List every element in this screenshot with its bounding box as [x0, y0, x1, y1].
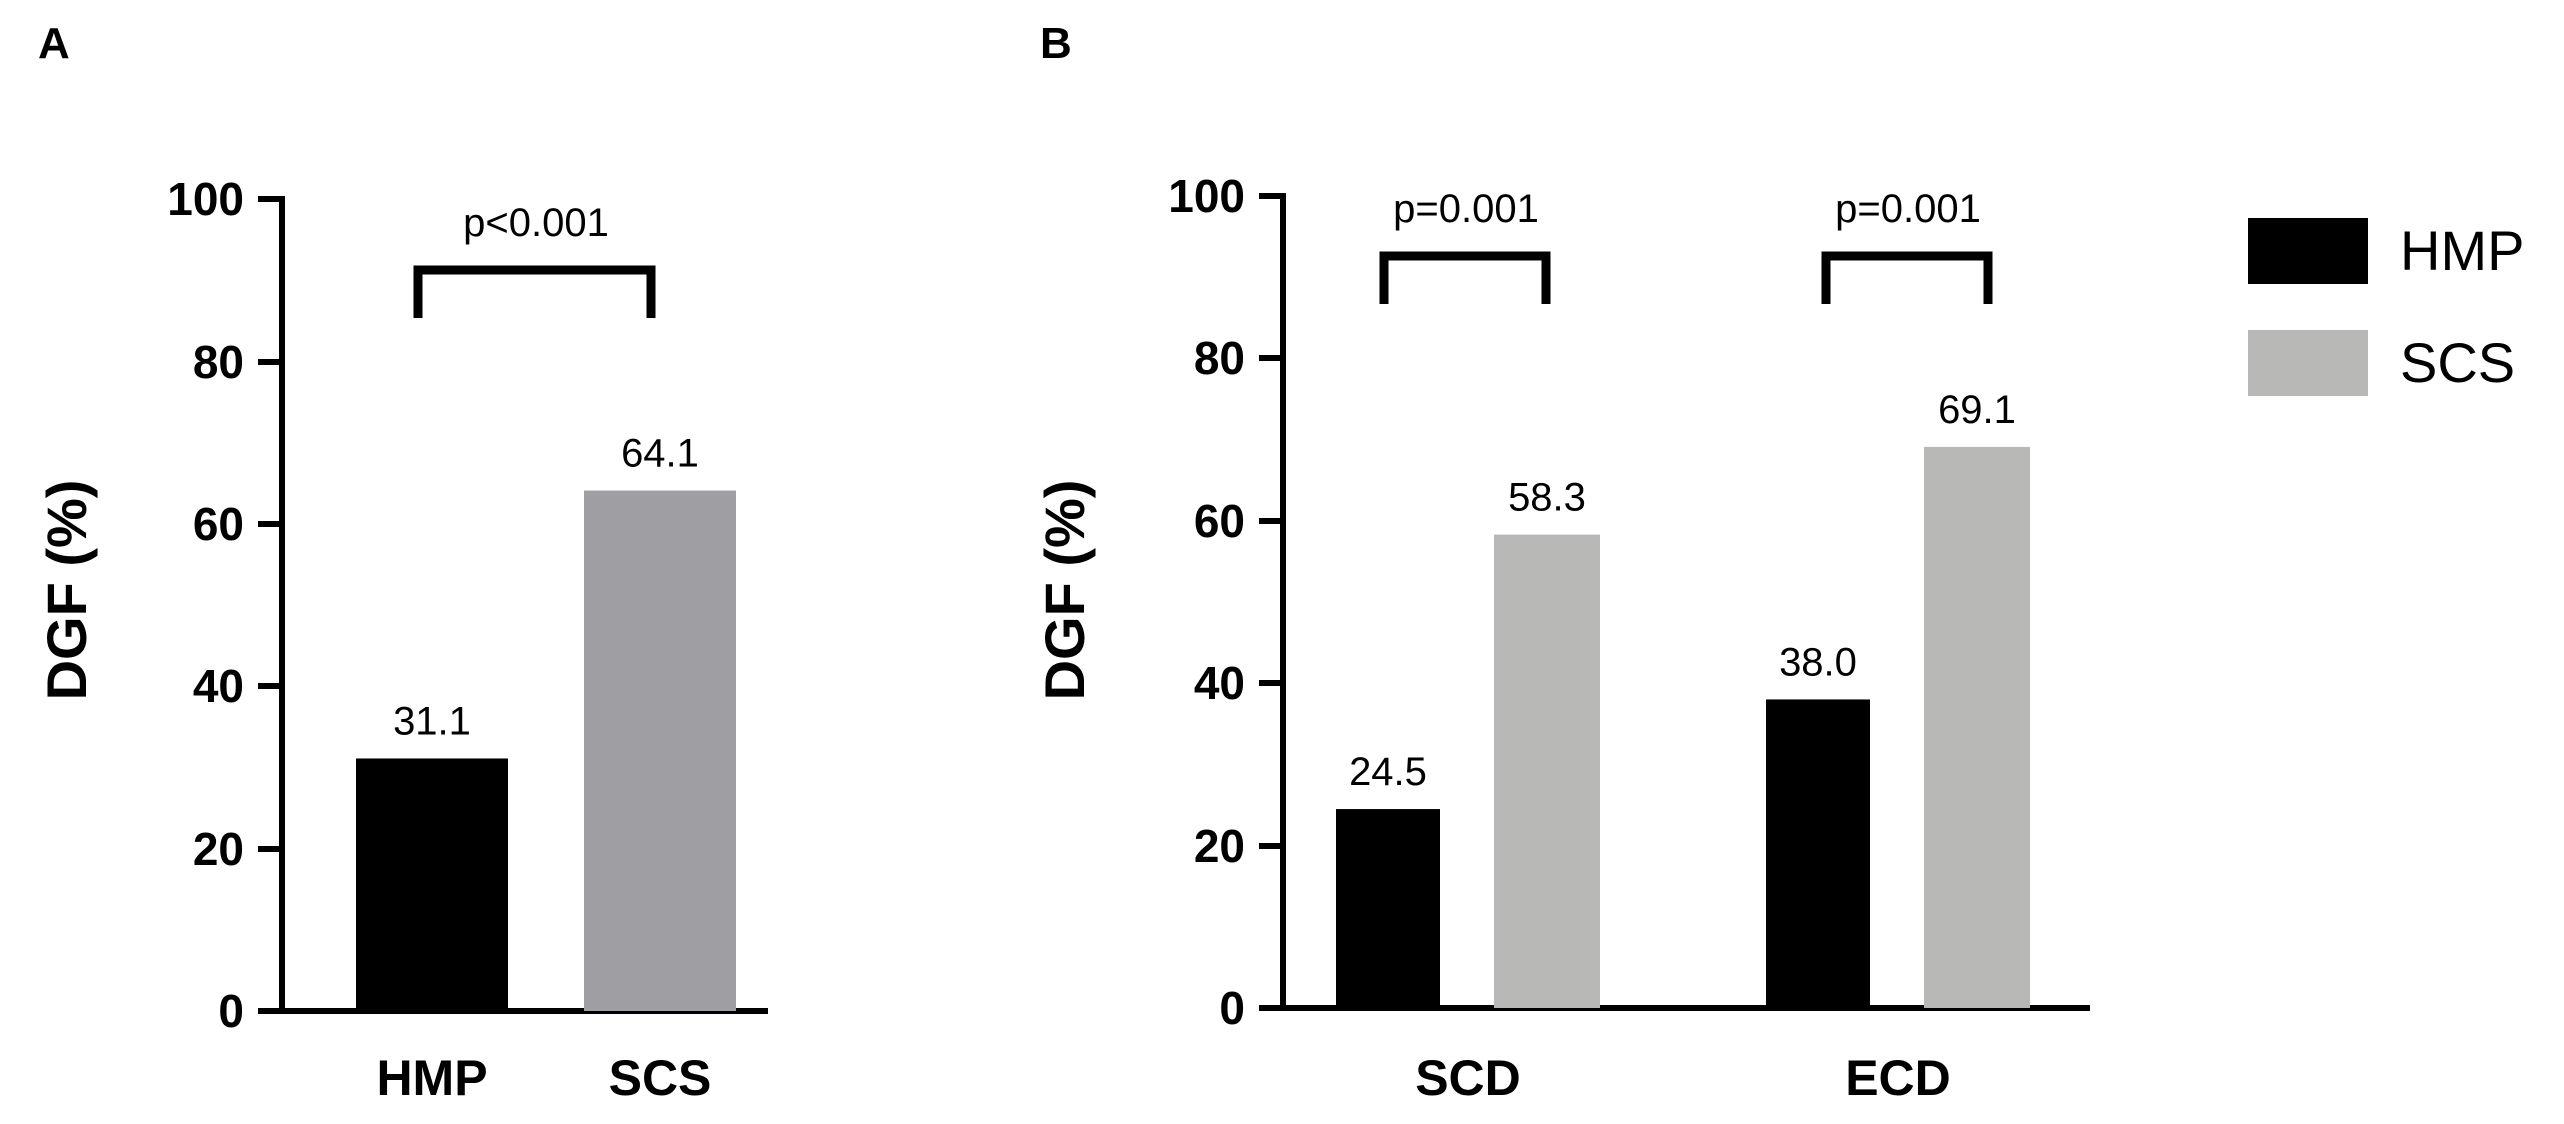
panel-b-y-ticks — [1259, 193, 1283, 1011]
legend-label-scs: SCS — [2400, 331, 2515, 394]
panel-a-y-tick-label-40: 40 — [193, 660, 244, 712]
panel-a-bar-hmp — [356, 758, 508, 1011]
legend: HMP SCS — [2248, 218, 2524, 396]
panel-b-y-axis-title: DGF (%) — [1033, 480, 1096, 701]
panel-a-value-label-scs: 64.1 — [621, 432, 699, 476]
panel-b-y-tick-label-80: 80 — [1194, 332, 1245, 384]
panel-a-y-ticks — [258, 196, 282, 1014]
panel-b-category-label-ecd: ECD — [1845, 1050, 1951, 1106]
panel-a-y-axis-title: DGF (%) — [35, 480, 98, 701]
panel-a-category-label-scs: SCS — [609, 1050, 712, 1106]
panel-a-y-tick-labels: 100 80 60 40 20 0 — [167, 173, 244, 1037]
panel-b-bar-ecd-scs — [1924, 446, 2030, 1009]
panel-b: B DGF (%) 100 80 60 40 20 0 24.5 58.3 38… — [1033, 19, 2090, 1106]
panel-b-y-tick-labels: 100 80 60 40 20 0 — [1168, 170, 1245, 1034]
legend-swatch-scs — [2248, 330, 2368, 396]
panel-a-y-tick-label-80: 80 — [193, 336, 244, 388]
panel-a-y-tick-label-100: 100 — [167, 173, 244, 225]
panel-b-y-tick-label-20: 20 — [1194, 820, 1245, 872]
panel-b-y-tick-label-60: 60 — [1194, 495, 1245, 547]
panel-a-category-label-hmp: HMP — [376, 1050, 487, 1106]
panel-a-bar-scs — [584, 490, 736, 1011]
panel-b-category-label-scd: SCD — [1415, 1050, 1521, 1106]
panel-a-letter: A — [38, 19, 70, 68]
panel-a: A DGF (%) 100 80 60 40 20 0 31.1 64.1 HM… — [35, 19, 768, 1106]
legend-label-hmp: HMP — [2400, 219, 2524, 282]
panel-b-value-label-ecd-scs: 69.1 — [1938, 388, 2016, 432]
panel-b-p-value-ecd: p=0.001 — [1835, 187, 1981, 231]
panel-b-y-tick-label-0: 0 — [1219, 982, 1245, 1034]
panel-a-p-value: p<0.001 — [463, 201, 609, 245]
panel-b-significance-bracket-scd — [1379, 251, 1551, 304]
panel-b-value-label-scd-hmp: 24.5 — [1349, 750, 1427, 794]
panel-b-significance-bracket-ecd — [1821, 251, 1993, 304]
legend-swatch-hmp — [2248, 218, 2368, 284]
panel-b-y-tick-label-100: 100 — [1168, 170, 1245, 222]
panel-a-y-tick-label-20: 20 — [193, 823, 244, 875]
panel-b-bar-ecd-hmp — [1766, 699, 1870, 1008]
panel-b-value-label-ecd-hmp: 38.0 — [1779, 640, 1857, 684]
panel-b-value-label-scd-scs: 58.3 — [1508, 476, 1586, 520]
panel-a-significance-bracket — [413, 265, 656, 318]
panel-b-bar-scd-hmp — [1336, 809, 1440, 1008]
panel-b-bar-scd-scs — [1494, 534, 1600, 1008]
panel-a-y-tick-label-60: 60 — [193, 498, 244, 550]
panel-b-p-value-scd: p=0.001 — [1393, 187, 1539, 231]
panel-b-y-tick-label-40: 40 — [1194, 657, 1245, 709]
panel-a-y-tick-label-0: 0 — [218, 985, 244, 1037]
panel-b-letter: B — [1040, 19, 1072, 68]
panel-a-value-label-hmp: 31.1 — [393, 699, 471, 743]
